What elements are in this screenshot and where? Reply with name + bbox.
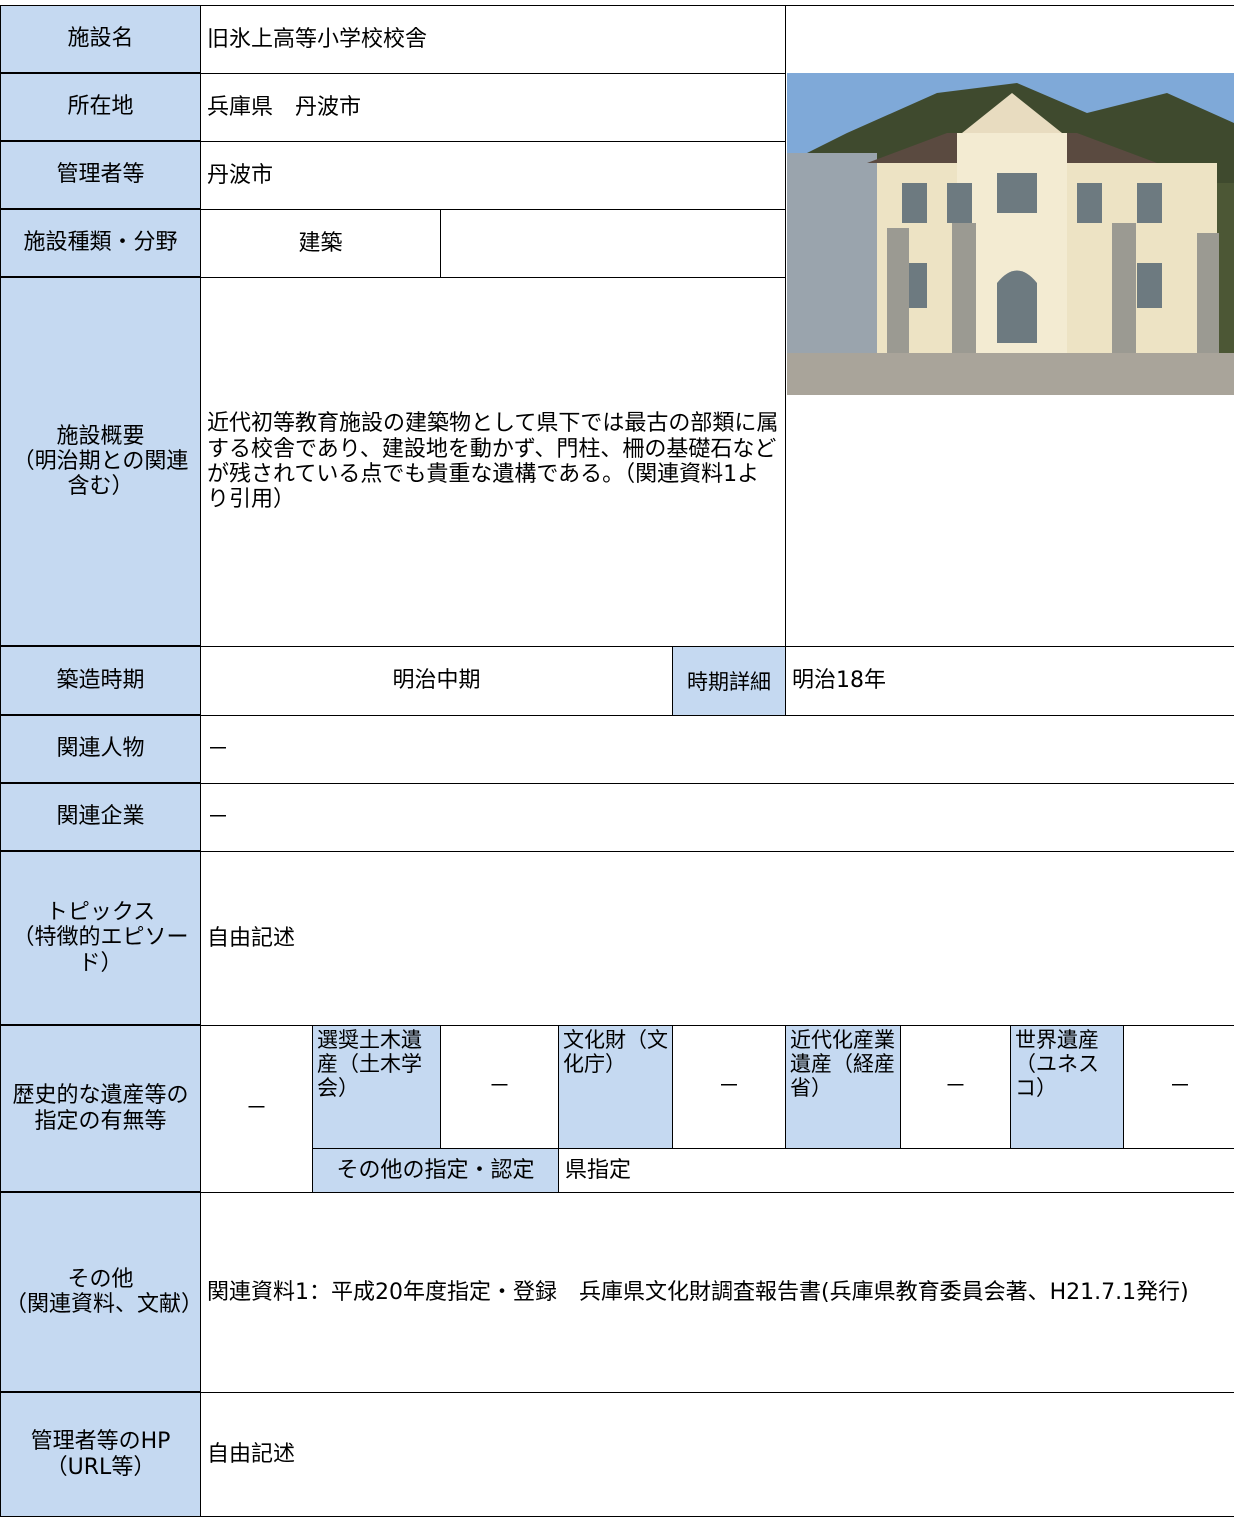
designation-value: － [440, 1025, 559, 1149]
designation-value: － [1123, 1025, 1234, 1149]
field-label-text: 施設名 [67, 26, 134, 52]
field-value-text: 旧氷上高等小学校校舎 [207, 26, 428, 52]
field-value: 丹波市 [200, 141, 786, 210]
field-value-text: 自由記述 [207, 925, 296, 951]
designation-label: 選奨土木遺産（土木学会） [312, 1025, 441, 1149]
designation-value: － [672, 1025, 786, 1149]
designation-label: 文化財（文化庁） [558, 1025, 673, 1149]
field-value-text: 関連資料1：平成20年度指定・登録 兵庫県文化財調査報告書(兵庫県教育委員会著、… [207, 1279, 1189, 1305]
field-label-text: 歴史的な遺産等の指定の有無等 [12, 1083, 189, 1134]
field-label: その他 （関連資料、文献） [0, 1192, 201, 1392]
field-value-text: － [207, 736, 230, 762]
field-label-text: 管理者等 [56, 162, 145, 188]
designation-label-text: 世界遺産（ユネスコ） [1015, 1028, 1099, 1101]
designation-value-text: － [245, 1096, 268, 1122]
field-label: 施設種類・分野 [0, 209, 201, 277]
field-label: 築造時期 [0, 646, 201, 715]
field-label: 施設名 [0, 5, 201, 73]
field-label: 関連企業 [0, 783, 201, 851]
empty-cell [440, 209, 786, 278]
field-value: 自由記述 [200, 1392, 1234, 1517]
designation-label-text: その他の指定・認定 [336, 1157, 535, 1183]
field-label: 関連人物 [0, 715, 201, 783]
field-label: 時期詳細 [672, 646, 786, 716]
field-label-text: その他 （関連資料、文献） [5, 1266, 201, 1317]
designation-value-text: － [944, 1074, 967, 1100]
designation-label: その他の指定・認定 [312, 1148, 559, 1193]
field-value: － [200, 783, 1234, 852]
field-value-text: 兵庫県 丹波市 [207, 94, 362, 120]
designation-value: － [900, 1025, 1011, 1149]
field-value-text: 建築 [298, 230, 343, 256]
field-label-text: 所在地 [67, 94, 134, 120]
field-value: 関連資料1：平成20年度指定・登録 兵庫県文化財調査報告書(兵庫県教育委員会著、… [200, 1192, 1234, 1393]
building-photo [787, 73, 1234, 395]
field-value: 県指定 [558, 1148, 1234, 1193]
field-value: 明治中期 [200, 646, 673, 716]
field-label: 所在地 [0, 73, 201, 141]
designation-value-text: － [1168, 1074, 1191, 1100]
field-label-text: 時期詳細 [687, 669, 771, 694]
field-value-text: 近代初等教育施設の建築物として県下では最古の部類に属する校舎であり、建設地を動か… [207, 411, 779, 513]
field-value-text: 明治中期 [392, 668, 481, 694]
field-value: 近代初等教育施設の建築物として県下では最古の部類に属する校舎であり、建設地を動か… [200, 277, 786, 647]
designation-label-text: 選奨土木遺産（土木学会） [317, 1028, 422, 1101]
field-value-text: 県指定 [565, 1157, 632, 1183]
field-value-text: 自由記述 [207, 1441, 296, 1467]
designation-label-text: 文化財（文化庁） [563, 1028, 668, 1077]
designation-value-text: － [488, 1074, 511, 1100]
field-label: 管理者等のHP （URL等） [0, 1392, 201, 1517]
field-value: 自由記述 [200, 851, 1234, 1026]
field-label: 管理者等 [0, 141, 201, 209]
designation-label-text: 近代化産業遺産（経産省） [790, 1028, 895, 1101]
field-label-text: 関連人物 [56, 736, 145, 762]
designation-label: 近代化産業遺産（経産省） [785, 1025, 901, 1149]
field-label: 施設概要 （明治期との関連含む） [0, 277, 201, 646]
field-value: 旧氷上高等小学校校舎 [200, 5, 786, 74]
designation-label: 世界遺産（ユネスコ） [1010, 1025, 1124, 1149]
field-label-text: 築造時期 [56, 667, 145, 693]
field-label-text: 施設概要 （明治期との関連含む） [12, 423, 189, 500]
field-value: － [200, 715, 1234, 784]
designation-value-text: － [717, 1074, 740, 1100]
field-value: 明治18年 [785, 646, 1234, 716]
field-value-text: － [207, 804, 230, 830]
field-label-text: 関連企業 [56, 804, 145, 830]
designation-value: － [200, 1025, 313, 1193]
field-value: 兵庫県 丹波市 [200, 73, 786, 142]
field-label-text: 施設種類・分野 [23, 230, 178, 256]
field-value-text: 丹波市 [207, 162, 274, 188]
field-label: 歴史的な遺産等の指定の有無等 [0, 1025, 201, 1192]
field-label-text: 管理者等のHP （URL等） [30, 1429, 171, 1480]
field-value-text: 明治18年 [792, 668, 886, 694]
field-label-text: トピックス （特徴的エピソード） [12, 900, 189, 976]
field-value: 建築 [200, 209, 441, 278]
field-label: トピックス （特徴的エピソード） [0, 851, 201, 1025]
